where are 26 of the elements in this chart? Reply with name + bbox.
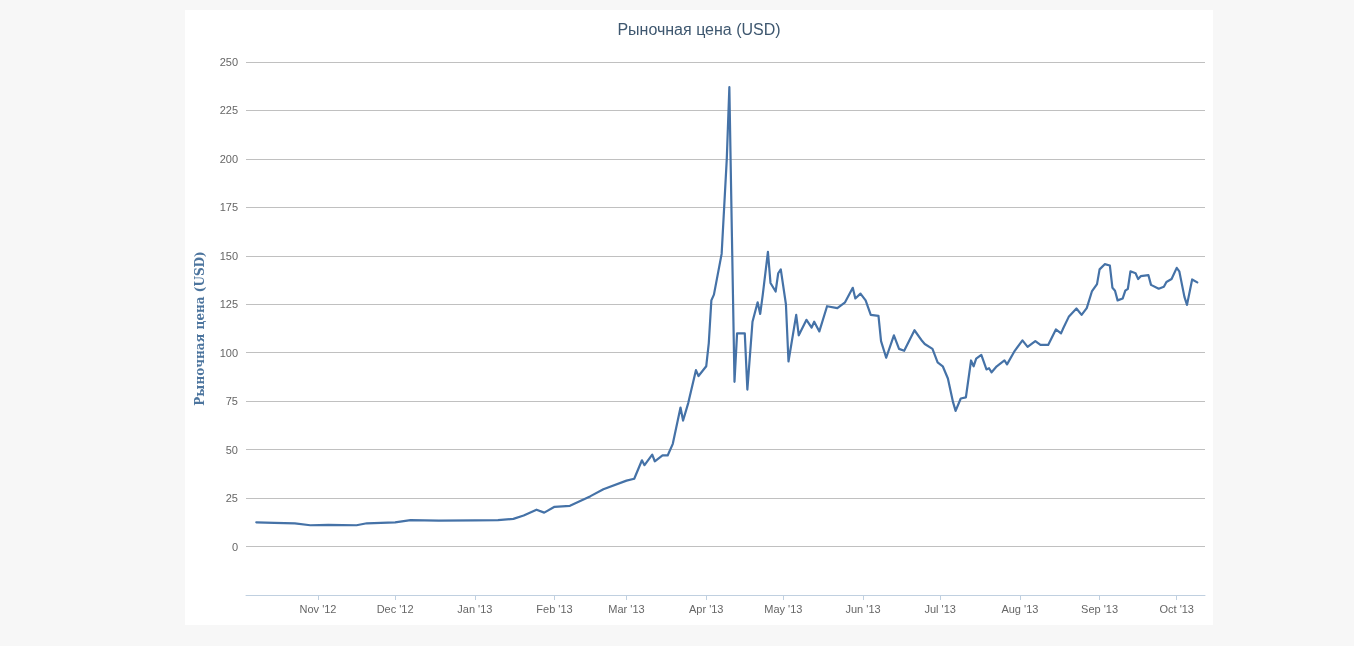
y-tick-label: 125 — [219, 298, 238, 311]
x-tick-label: Sep '13 — [1081, 602, 1119, 615]
x-tick-label: Feb '13 — [536, 602, 573, 615]
x-tick-label: Jan '13 — [457, 602, 493, 615]
y-tick-label: 225 — [219, 104, 238, 117]
x-tick-label: Jun '13 — [845, 602, 881, 615]
x-tick-label: Jul '13 — [924, 602, 956, 615]
x-tick-label: Mar '13 — [608, 602, 645, 615]
x-tick-label: Aug '13 — [1001, 602, 1039, 615]
y-tick-label: 50 — [225, 443, 238, 456]
x-tick-label: Dec '12 — [376, 602, 414, 615]
x-tick-label: Oct '13 — [1159, 602, 1194, 615]
x-tick-label: Nov '12 — [299, 602, 337, 615]
y-tick-label: 175 — [219, 201, 238, 214]
y-tick-label: 150 — [219, 249, 238, 262]
y-tick-label: 200 — [219, 152, 238, 165]
y-axis-title: Рыночная цена (USD) — [193, 251, 207, 406]
y-tick-label: 100 — [219, 346, 238, 359]
chart-title: Рыночная цена (USD) — [617, 20, 781, 38]
y-tick-label: 25 — [225, 492, 238, 505]
x-tick-label: Apr '13 — [688, 602, 724, 615]
y-tick-label: 75 — [225, 395, 238, 408]
y-tick-label: 0 — [231, 540, 238, 553]
line-series — [255, 86, 1199, 527]
x-tick-label: May '13 — [764, 602, 803, 615]
y-tick-label: 250 — [219, 56, 238, 68]
